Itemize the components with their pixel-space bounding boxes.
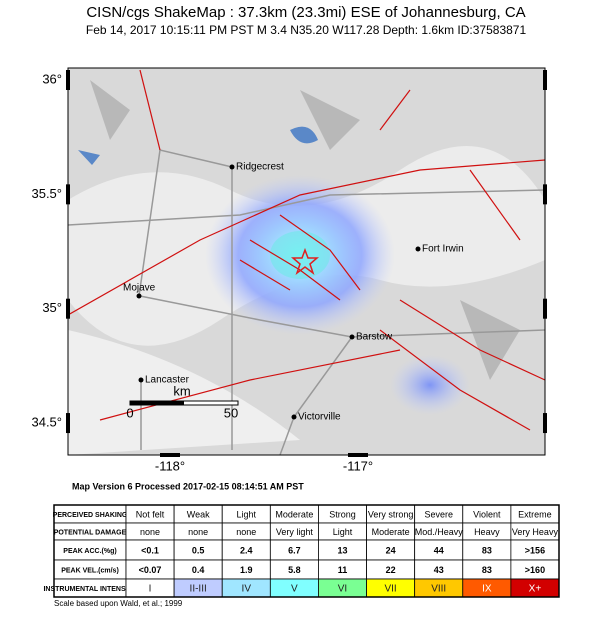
cell-text: Light (237, 509, 257, 519)
title: CISN/cgs ShakeMap : 37.3km (23.3mi) ESE … (86, 4, 525, 21)
tick-bar (160, 453, 180, 457)
row-header: PEAK VEL.(cm/s) (61, 567, 119, 574)
cell-text: VII (384, 584, 396, 595)
scale-start: 0 (126, 405, 133, 420)
cell-text: 5.8 (288, 565, 301, 575)
cell-text: Extreme (518, 509, 552, 519)
scale-unit: km (173, 383, 190, 398)
city-dot (138, 377, 144, 383)
cell-text: <0.1 (141, 545, 159, 555)
cell-text: 24 (386, 545, 396, 555)
lon-label: -117° (343, 458, 373, 473)
cell-text: 83 (482, 565, 492, 575)
city-label: Ridgecrest (236, 162, 284, 173)
cell-text: Light (333, 527, 353, 537)
row-header: PEAK ACC.(%g) (63, 548, 116, 555)
city-label: Victorville (298, 412, 341, 423)
cell-text: <0.07 (139, 565, 162, 575)
cell-text: Very light (276, 527, 314, 537)
lat-label: 35.5° (31, 186, 62, 201)
cell-text: Moderate (372, 527, 410, 537)
table-border (53, 504, 560, 598)
cell-text: >160 (525, 565, 545, 575)
tick-bar (348, 453, 368, 457)
cell-text: 83 (482, 545, 492, 555)
tick-bar (543, 70, 547, 90)
scale-end: 50 (224, 405, 238, 420)
city-dot (349, 334, 355, 340)
cell-text: X+ (529, 584, 542, 595)
city-label: Barstow (356, 332, 393, 343)
cell-text: 1.9 (240, 565, 253, 575)
cell-text: 2.4 (240, 545, 253, 555)
row-header: PERCEIVED SHAKING (53, 512, 128, 519)
scale-bar-fill (130, 401, 184, 405)
cell-text: Very Heavy (512, 527, 559, 537)
cell-text: VIII (431, 584, 446, 595)
lon-label: -118° (155, 458, 185, 473)
city-dot (136, 293, 142, 299)
lat-label: 36° (42, 71, 62, 86)
cell-text: 11 (338, 565, 348, 575)
map-version: Map Version 6 Processed 2017-02-15 08:14… (72, 481, 304, 491)
cell-text: Weak (187, 509, 210, 519)
cell-text: Severe (424, 509, 453, 519)
cell-text: Mod./Heavy (415, 527, 464, 537)
epicenter (290, 247, 320, 276)
cell-text: >156 (525, 545, 545, 555)
cell-text: 0.5 (192, 545, 205, 555)
cell-text: 0.4 (192, 565, 205, 575)
subtitle: Feb 14, 2017 10:15:11 PM PST M 3.4 N35.2… (86, 23, 527, 37)
tick-bar (66, 70, 70, 90)
cell-text: 22 (386, 565, 396, 575)
map-area (68, 68, 545, 455)
cell-text: V (291, 584, 298, 595)
city-label: Mojave (123, 283, 156, 294)
cell-text: none (188, 527, 208, 537)
lat-label: 35° (42, 300, 62, 315)
city-dot (415, 246, 421, 252)
city-label: Lancaster (145, 375, 190, 386)
tick-bar (543, 413, 547, 434)
row-header: INSTRUMENTAL INTENSITY (43, 586, 136, 593)
cell-text: 43 (434, 565, 444, 575)
cell-text: I (149, 584, 152, 595)
cell-text: Not felt (136, 509, 165, 519)
city-dot (229, 164, 235, 170)
city-label: Fort Irwin (422, 244, 464, 255)
footnote: Scale based upon Wald, et al.; 1999 (54, 599, 183, 608)
lat-label: 34.5° (31, 414, 62, 429)
city-dot (291, 414, 297, 420)
cell-text: none (236, 527, 256, 537)
cell-text: Very strong (368, 509, 414, 519)
tick-bar (66, 413, 70, 434)
cell-text: Heavy (474, 527, 500, 537)
cell-text: Violent (473, 509, 501, 519)
cell-text: IV (242, 584, 252, 595)
tick-bar (543, 298, 547, 319)
cell-text: VI (338, 584, 347, 595)
cell-text: 13 (337, 545, 347, 555)
cell-text: none (140, 527, 160, 537)
cell-text: 44 (434, 545, 444, 555)
tick-bar (66, 184, 70, 205)
tick-bar (66, 298, 70, 319)
tick-bar (543, 184, 547, 205)
cell-text: 6.7 (288, 545, 301, 555)
cell-text: IX (482, 584, 492, 595)
row-header: POTENTIAL DAMAGE (54, 529, 127, 536)
map-frame (67, 67, 546, 456)
cell-text: Moderate (275, 509, 313, 519)
cell-text: Strong (329, 509, 356, 519)
cell-text: II-III (190, 584, 207, 595)
